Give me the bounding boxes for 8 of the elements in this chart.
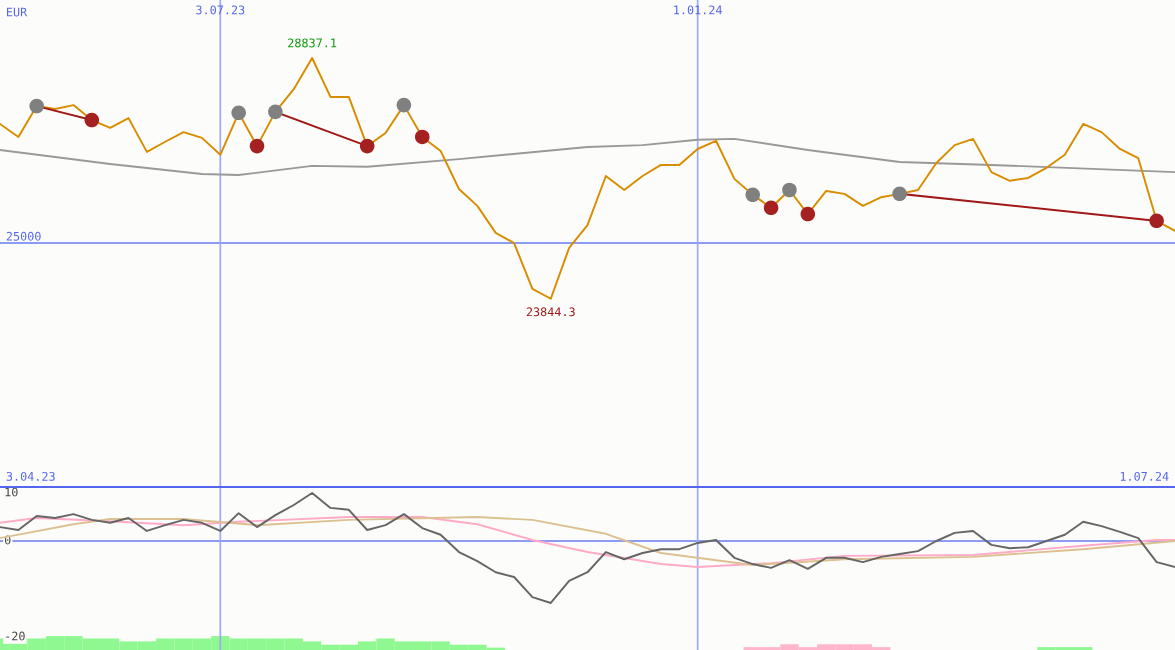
annotation: 1.07.24	[1120, 471, 1169, 481]
data-label: 23844.3	[526, 307, 575, 317]
y-axis-title: EUR	[7, 7, 28, 17]
y-tick-label: 10	[5, 487, 18, 497]
ref-line-label: 25000	[6, 231, 41, 241]
annotation: 3.04.23	[6, 471, 55, 481]
data-label: 28837.1	[288, 38, 337, 48]
y-tick-label: -20	[6, 631, 25, 641]
